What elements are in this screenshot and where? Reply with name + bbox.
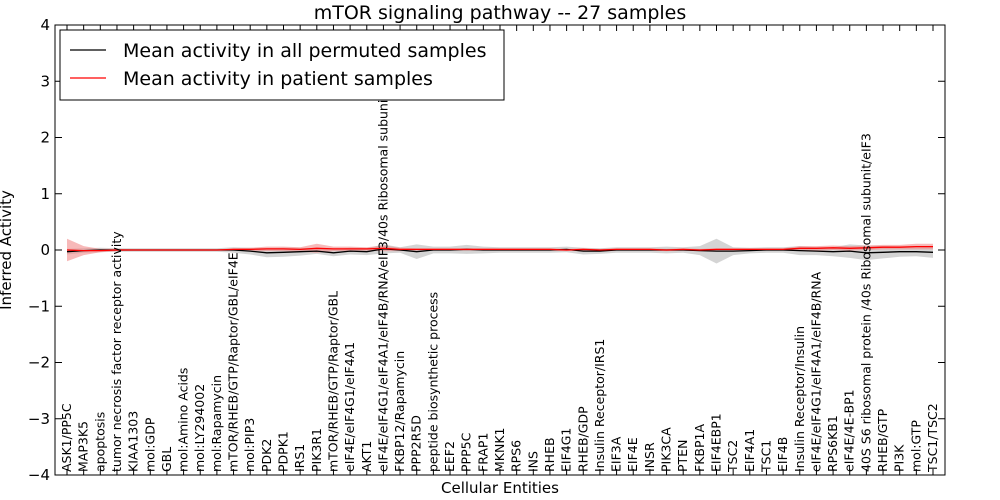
- category-label: FKBP12/Rapamycin: [392, 351, 407, 472]
- category-label: mTOR/RHEB/GTP/Raptor/GBL: [325, 291, 340, 472]
- category-label: EIF4EBP1: [709, 413, 724, 472]
- category-label: mol:Amino Acids: [176, 368, 191, 472]
- chart-title: mTOR signaling pathway -- 27 samples: [314, 2, 687, 24]
- series-line: [66, 245, 933, 252]
- category-label: eIF4E/4E-BP1: [842, 389, 857, 472]
- category-label: mol:Rapamycin: [209, 375, 224, 472]
- category-label: eIF4E/eIF4G1/eIF4A1/eIF4B/RNA: [808, 271, 823, 472]
- category-label: INSR: [642, 442, 657, 472]
- y-tick-label: −1: [28, 297, 50, 315]
- category-label: PPP5C: [459, 432, 474, 472]
- category-label: AKT1: [359, 441, 374, 472]
- category-label: MAP3K5: [76, 421, 91, 472]
- category-label: EIF4E: [625, 437, 640, 472]
- y-tick-label: 4: [40, 16, 50, 34]
- category-label: RHEB: [542, 437, 557, 472]
- category-label: eIF4E/eIF4G1/eIF4A1/eIF4B/RNA/eIF3/40s R…: [375, 95, 390, 472]
- category-label: EIF4G1: [559, 428, 574, 472]
- category-label: PIK3R1: [309, 428, 324, 472]
- category-label: PTEN: [675, 440, 690, 472]
- category-label: PDPK1: [276, 431, 291, 472]
- legend: Mean activity in all permuted samples Me…: [59, 29, 505, 101]
- category-label: Insulin Receptor/IRS1: [592, 339, 607, 472]
- y-tick-label: −2: [28, 354, 50, 372]
- category-label: RPS6: [509, 440, 524, 472]
- category-label: RHEB/GDP: [575, 406, 590, 472]
- category-label: mol:GDP: [142, 417, 157, 472]
- category-label: PPP2R5D: [409, 415, 424, 472]
- category-label: INS: [525, 451, 540, 472]
- category-label: mol:LY294002: [192, 384, 207, 472]
- category-label: EIF4B: [775, 437, 790, 472]
- plot-frame: [54, 24, 946, 476]
- y-tick-label: 1: [40, 185, 50, 203]
- category-label: peptide biosynthetic process: [425, 292, 440, 472]
- category-label: RPS6KB1: [825, 415, 840, 472]
- category-label: mTOR/RHEB/GTP/Raptor/GBL/eIF4E: [226, 252, 241, 472]
- y-tick-label: 2: [40, 129, 50, 147]
- y-tick-label: −3: [28, 410, 50, 428]
- series-band: [67, 238, 933, 264]
- category-label: 40S S6 ribosomal protein /40s Ribosomal …: [858, 133, 873, 472]
- legend-box: [59, 29, 505, 101]
- category-label: EIF3A: [609, 436, 624, 472]
- x-axis-label: Cellular Entities: [441, 479, 559, 497]
- category-label: tumor necrosis factor receptor activity: [109, 231, 124, 472]
- category-label: MKNK1: [492, 428, 507, 472]
- category-label: FKBP1A: [692, 424, 707, 472]
- category-label: IRS1: [292, 444, 307, 472]
- category-label: eIF4E/eIF4G1/eIF4A1: [342, 342, 357, 472]
- category-labels: ASK1/PP5C MAP3K5 apoptosis tumor necrosis f…: [59, 95, 940, 473]
- category-label: mol:GTP: [908, 420, 923, 472]
- category-label: FRAP1: [475, 433, 490, 472]
- legend-label-permuted: Mean activity in all permuted samples: [123, 40, 486, 62]
- category-label: GBL: [159, 447, 174, 472]
- category-label: ASK1/PP5C: [59, 403, 74, 472]
- y-tick-label: 0: [40, 241, 50, 259]
- y-axis-label: Inferred Activity: [0, 190, 15, 310]
- axis-ticks: −4 −3 −2 −1 0 1 2 3 4: [28, 16, 945, 484]
- category-label: KIAA1303: [126, 411, 141, 472]
- category-label: RHEB/GTP: [875, 408, 890, 472]
- category-label: mol:PIP3: [242, 418, 257, 472]
- y-tick-label: 3: [40, 72, 50, 90]
- category-label: Insulin Receptor/Insulin: [792, 326, 807, 472]
- series-lines: [66, 245, 934, 254]
- category-label: EIF4A1: [742, 429, 757, 472]
- y-tick-label: −4: [28, 466, 50, 484]
- category-label: PDK2: [259, 439, 274, 472]
- category-label: TSC1: [758, 440, 773, 473]
- category-label: PI3K: [892, 444, 907, 472]
- category-label: EEF2: [442, 441, 457, 472]
- category-label: apoptosis: [92, 412, 107, 472]
- category-label: PIK3CA: [659, 427, 674, 472]
- legend-label-patient: Mean activity in patient samples: [123, 68, 433, 90]
- category-label: TSC2: [725, 440, 740, 473]
- category-label: TSC1/TSC2: [925, 403, 940, 473]
